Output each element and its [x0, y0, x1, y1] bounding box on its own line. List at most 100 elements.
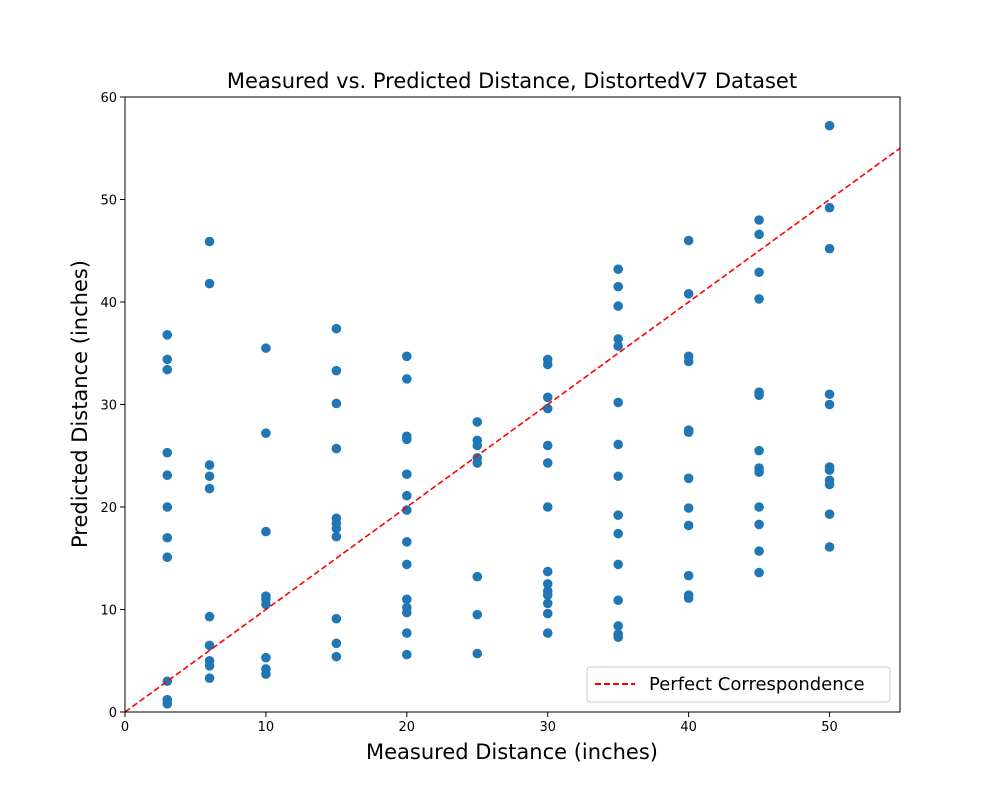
data-point	[261, 669, 271, 679]
data-point	[824, 120, 835, 131]
data-point	[331, 651, 342, 662]
legend: Perfect Correspondence	[586, 666, 891, 703]
legend-label: Perfect Correspondence	[649, 674, 865, 695]
data-point	[683, 520, 694, 531]
data-point	[261, 652, 271, 663]
data-point	[542, 628, 553, 638]
data-point	[613, 341, 623, 351]
data-point	[613, 397, 623, 408]
y-tick-label: 40	[100, 296, 117, 311]
y-tick-label: 0	[109, 706, 117, 721]
data-point	[683, 503, 694, 513]
y-tick-label: 60	[100, 91, 117, 106]
data-point	[261, 428, 271, 439]
data-point	[683, 473, 694, 484]
data-point	[261, 599, 271, 610]
data-point	[204, 661, 215, 671]
chart-title: Measured vs. Predicted Distance, Distort…	[227, 69, 797, 93]
data-point	[683, 356, 694, 367]
data-point	[261, 343, 271, 353]
data-point	[402, 607, 412, 618]
data-point	[331, 638, 342, 649]
data-point	[683, 570, 694, 581]
data-point	[402, 594, 412, 605]
data-point	[542, 502, 553, 512]
y-tick-label: 30	[100, 399, 117, 414]
data-point	[331, 443, 342, 454]
data-point	[824, 465, 835, 475]
data-point	[402, 537, 412, 547]
data-point	[162, 552, 173, 563]
data-point	[542, 566, 553, 577]
data-point	[542, 359, 553, 370]
plot-area: 0 10 20 30 40 50 0 10 20 30 40 50 60	[100, 91, 901, 735]
x-axis-label: Measured Distance (inches)	[366, 740, 658, 764]
data-point	[204, 611, 215, 622]
data-point	[331, 523, 342, 534]
data-point	[613, 264, 623, 275]
x-tick-label: 10	[258, 720, 275, 735]
data-point	[613, 632, 623, 642]
data-point	[683, 289, 694, 299]
x-tick-label: 40	[680, 720, 697, 735]
data-point	[754, 390, 764, 401]
data-point	[162, 330, 173, 340]
data-point	[472, 609, 483, 620]
data-point	[542, 458, 553, 468]
y-tick-label: 10	[100, 604, 117, 619]
data-point	[754, 445, 764, 456]
data-point	[754, 519, 764, 530]
data-point	[754, 546, 764, 556]
legend-box	[586, 666, 891, 703]
data-point	[824, 243, 835, 254]
data-point	[162, 532, 173, 543]
data-point	[162, 470, 173, 481]
x-tick-label: 50	[821, 720, 838, 735]
data-point	[162, 447, 173, 458]
data-point	[542, 608, 553, 619]
data-point	[162, 699, 173, 709]
data-point	[542, 590, 553, 600]
data-point	[204, 673, 215, 683]
data-point	[754, 267, 764, 278]
data-point	[754, 215, 764, 225]
data-point	[402, 490, 412, 501]
data-point	[824, 389, 835, 400]
y-tick-label: 20	[100, 501, 117, 516]
x-tick-label: 20	[399, 720, 416, 735]
data-point	[754, 567, 764, 578]
x-tick-label: 30	[539, 720, 556, 735]
data-point	[824, 509, 835, 519]
data-point	[824, 542, 835, 552]
data-point	[331, 398, 342, 409]
data-point	[472, 440, 483, 451]
data-point	[754, 467, 764, 477]
data-point	[542, 579, 553, 589]
data-point	[331, 531, 342, 542]
data-point	[683, 427, 694, 437]
data-point	[472, 571, 483, 582]
data-point	[613, 595, 623, 606]
data-point	[613, 439, 623, 450]
data-point	[613, 471, 623, 482]
data-point	[683, 235, 694, 246]
data-point	[402, 351, 412, 362]
data-point	[613, 559, 623, 570]
data-point	[402, 559, 412, 570]
y-tick-label: 50	[100, 194, 117, 209]
data-point	[472, 458, 483, 468]
data-point	[204, 471, 215, 482]
data-point	[613, 528, 623, 539]
data-point	[542, 403, 553, 414]
perfect-correspondence-line	[124, 147, 901, 713]
data-point	[402, 434, 412, 445]
y-axis-label: Predicted Distance (inches)	[68, 260, 92, 548]
data-point	[204, 236, 215, 247]
data-point	[754, 294, 764, 304]
data-point	[542, 598, 553, 609]
data-point	[613, 301, 623, 311]
data-point	[402, 469, 412, 480]
data-point	[472, 648, 483, 659]
data-point	[542, 392, 553, 403]
